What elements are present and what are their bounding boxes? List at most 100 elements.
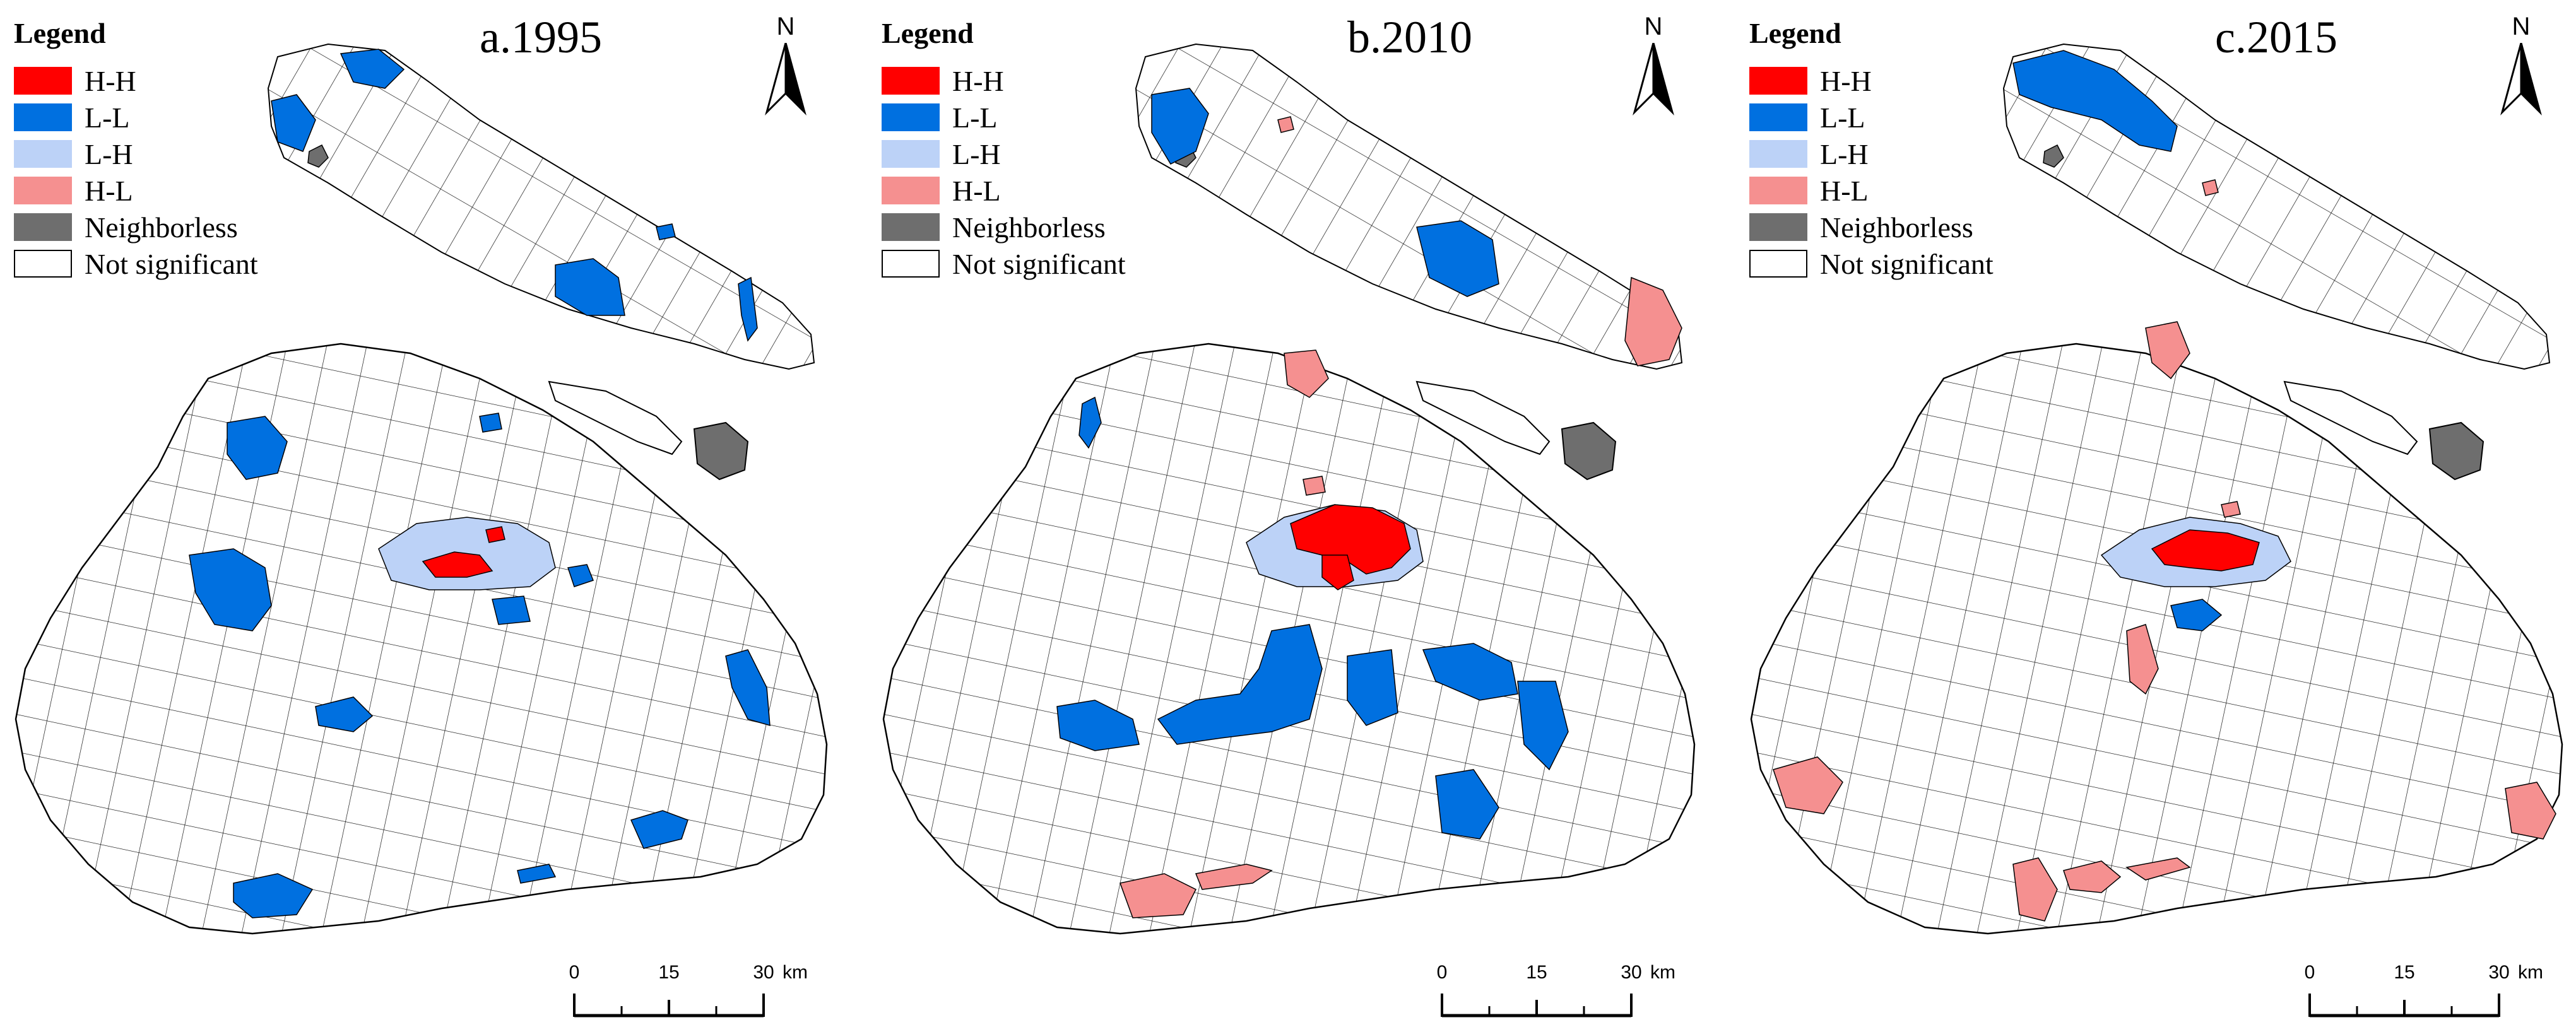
swatch-lh	[1749, 140, 1807, 168]
panel-title: a.1995	[480, 12, 602, 62]
scale-tick-0: 0	[2304, 962, 2315, 983]
legend-item-not-significant: Not significant	[14, 245, 258, 282]
legend-item-not-significant: Not significant	[1749, 245, 1994, 282]
legend-label: H-H	[85, 64, 136, 97]
scale-tick-30: 30	[1621, 962, 1642, 983]
legend-label: Not significant	[1820, 247, 1994, 280]
legend: Legend H-H L-L L-H H-L Neighborless Not …	[14, 16, 258, 282]
map-panel-2015: Legend H-H L-L L-H H-L Neighborless Not …	[1735, 0, 2576, 1032]
swatch-hl	[1749, 177, 1807, 204]
scale-unit: km	[2518, 962, 2543, 983]
legend-item-hh: H-H	[14, 62, 258, 99]
shanghai-mainland	[1750, 343, 2563, 935]
swatch-ll	[882, 103, 940, 131]
legend-item-lh: L-H	[1749, 136, 1994, 172]
scale-bar-line	[2308, 994, 2500, 1017]
hengsha-island	[693, 421, 749, 481]
legend-item-not-significant: Not significant	[882, 245, 1126, 282]
scale-bar-line	[573, 994, 765, 1017]
scale-bar-line	[1441, 994, 1633, 1017]
north-arrow-letter: N	[1644, 13, 1663, 40]
legend-item-hl: H-L	[882, 172, 1126, 209]
map-canvas	[1750, 43, 2563, 935]
cluster-layer	[1773, 50, 2556, 922]
legend-item-neighborless: Neighborless	[882, 209, 1126, 245]
chongming-island	[267, 43, 815, 370]
scale-unit: km	[783, 962, 808, 983]
legend-label: L-H	[952, 138, 1001, 170]
swatch-neighborless	[882, 213, 940, 241]
legend-title: Legend	[882, 17, 974, 49]
scale-tick-30: 30	[2488, 962, 2510, 983]
legend-label: L-L	[1820, 101, 1865, 134]
legend-item-lh: L-H	[882, 136, 1126, 172]
hengsha-island	[1561, 421, 1617, 481]
scale-tick-0: 0	[1436, 962, 1448, 983]
scale-tick-15: 15	[1526, 962, 1547, 983]
panel-title: c.2015	[2215, 12, 2337, 62]
legend-item-ll: L-L	[1749, 99, 1994, 136]
north-arrow-icon	[2500, 43, 2542, 116]
scale-tick-15: 15	[658, 962, 680, 983]
swatch-hh	[882, 67, 940, 95]
scale-bar: 0 15 30 km	[2291, 962, 2556, 1025]
swatch-not-significant	[14, 250, 72, 278]
legend-title: Legend	[14, 17, 106, 49]
legend: Legend H-H L-L L-H H-L Neighborless Not …	[1749, 16, 1994, 282]
legend-label: H-H	[952, 64, 1004, 97]
swatch-not-significant	[882, 250, 940, 278]
legend-item-lh: L-H	[14, 136, 258, 172]
scale-unit: km	[1650, 962, 1675, 983]
legend-label: H-H	[1820, 64, 1872, 97]
scale-bar: 0 15 30 km	[555, 962, 820, 1025]
legend-label: H-L	[85, 174, 133, 207]
north-arrow-icon	[765, 43, 806, 116]
legend-item-hh: H-H	[1749, 62, 1994, 99]
swatch-hl	[882, 177, 940, 204]
legend-item-ll: L-L	[14, 99, 258, 136]
swatch-ll	[14, 103, 72, 131]
legend-item-hh: H-H	[882, 62, 1126, 99]
scale-bar: 0 15 30 km	[1423, 962, 1688, 1025]
legend-item-ll: L-L	[882, 99, 1126, 136]
legend-label: Neighborless	[85, 211, 238, 243]
swatch-lh	[14, 140, 72, 168]
swatch-hh	[14, 67, 72, 95]
panel-title: b.2010	[1347, 12, 1472, 62]
legend-label: Neighborless	[952, 211, 1106, 243]
legend-label: L-H	[1820, 138, 1869, 170]
cluster-layer	[189, 49, 771, 918]
swatch-neighborless	[1749, 213, 1807, 241]
legend-label: Not significant	[85, 247, 258, 280]
map-canvas	[882, 43, 1696, 935]
changxing-island	[1415, 380, 1551, 455]
shanghai-mainland	[15, 343, 828, 935]
legend-label: L-L	[85, 101, 130, 134]
north-arrow-letter: N	[2512, 13, 2531, 40]
north-arrow: N	[1628, 13, 1679, 120]
legend-label: Neighborless	[1820, 211, 1973, 243]
map-panel-2010: Legend H-H L-L L-H H-L Neighborless Not …	[868, 0, 1726, 1032]
legend-title: Legend	[1749, 17, 1841, 49]
scale-tick-30: 30	[753, 962, 774, 983]
north-arrow-letter: N	[776, 13, 795, 40]
north-arrow: N	[760, 13, 811, 120]
north-arrow: N	[2496, 13, 2546, 120]
swatch-neighborless	[14, 213, 72, 241]
legend-label: Not significant	[952, 247, 1126, 280]
legend-item-neighborless: Neighborless	[14, 209, 258, 245]
hengsha-island	[2428, 421, 2484, 481]
legend-label: L-L	[952, 101, 998, 134]
legend-item-neighborless: Neighborless	[1749, 209, 1994, 245]
chongming-island	[1135, 43, 1683, 370]
swatch-not-significant	[1749, 250, 1807, 278]
map-panel-1995: Legend H-H L-L L-H H-L Neighborless Not …	[0, 0, 858, 1032]
legend-label: L-H	[85, 138, 133, 170]
changxing-island	[2283, 380, 2418, 455]
swatch-ll	[1749, 103, 1807, 131]
north-arrow-icon	[1633, 43, 1674, 116]
legend: Legend H-H L-L L-H H-L Neighborless Not …	[882, 16, 1126, 282]
swatch-hh	[1749, 67, 1807, 95]
scale-tick-0: 0	[569, 962, 580, 983]
scale-tick-15: 15	[2394, 962, 2415, 983]
